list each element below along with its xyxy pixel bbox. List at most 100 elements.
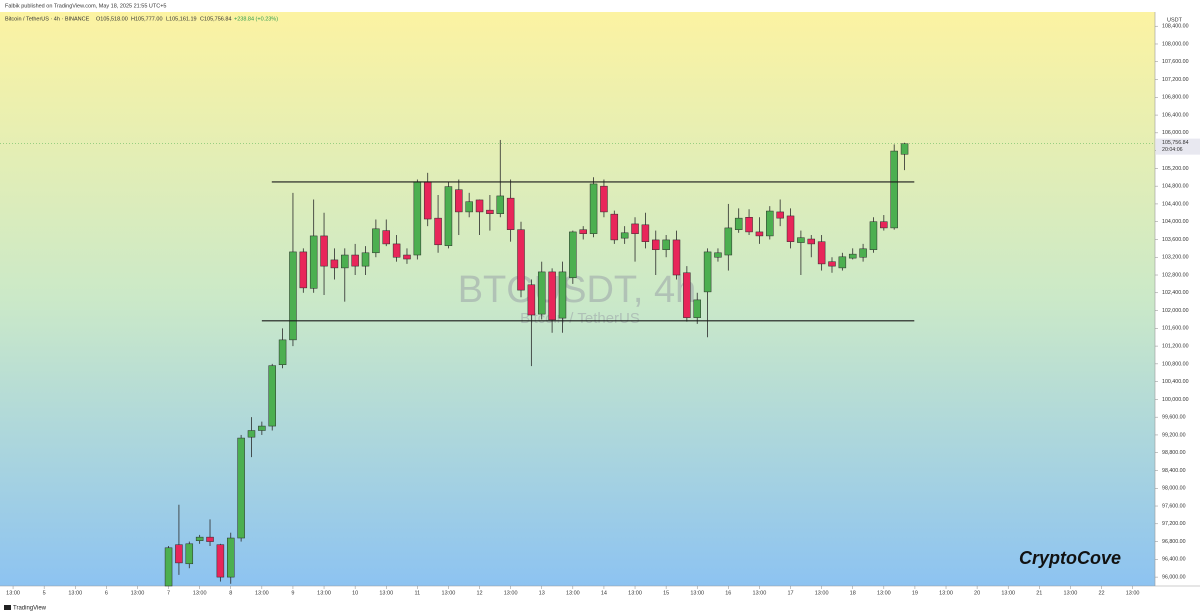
countdown: 20:04:06 <box>1162 147 1183 153</box>
x-tick-label: 13:00 <box>193 590 207 596</box>
x-tick-label: 12 <box>476 590 482 596</box>
candle-body <box>341 254 349 269</box>
y-tick-label: 102,800.00 <box>1162 272 1189 278</box>
y-tick-label: 103,200.00 <box>1162 255 1189 261</box>
x-tick-label: 22 <box>1098 590 1104 596</box>
x-tick-label: 13:00 <box>1001 590 1015 596</box>
x-tick-label: 13:00 <box>68 590 82 596</box>
candle-body <box>309 235 318 289</box>
logo-icon <box>4 605 11 610</box>
x-tick-label: 13:00 <box>317 590 331 596</box>
candle-body <box>838 256 847 269</box>
candle-body <box>258 425 266 431</box>
x-tick-label: 11 <box>414 590 420 596</box>
x-tick-label: 21 <box>1036 590 1042 596</box>
candle-body <box>776 211 784 219</box>
candle-body <box>195 536 204 541</box>
y-tick-label: 99,600.00 <box>1162 415 1186 421</box>
candle-body <box>403 254 411 260</box>
candle-body <box>330 259 339 269</box>
watermark-symbol: BTCUSDT, 4h <box>458 269 697 311</box>
x-tick-label: 15 <box>663 590 669 596</box>
candle-body <box>237 437 245 539</box>
candle-body <box>786 215 795 242</box>
x-tick-label: 14 <box>601 590 607 596</box>
candle-body <box>289 251 297 341</box>
candle-body <box>517 229 525 291</box>
x-tick-label: 13:00 <box>131 590 145 596</box>
low: L105,161.19 <box>166 16 197 22</box>
open: O105,518.00 <box>96 16 128 22</box>
x-tick-label: 7 <box>167 590 170 596</box>
symbol: Bitcoin / TetherUS · 4h · BINANCE <box>5 16 90 22</box>
y-tick-label: 98,400.00 <box>1162 468 1186 474</box>
candle-body <box>631 223 639 234</box>
x-tick-label: 13:00 <box>690 590 704 596</box>
candle-body <box>828 261 836 267</box>
candle-body <box>268 365 276 427</box>
x-tick-label: 13:00 <box>6 590 20 596</box>
y-tick-label: 106,000.00 <box>1162 130 1189 136</box>
candle-body <box>227 537 235 578</box>
candle-body <box>527 284 536 316</box>
candle-body <box>869 221 878 250</box>
candle-body <box>247 430 256 438</box>
price-axis <box>1155 12 1200 586</box>
x-tick-label: 13:00 <box>566 590 580 596</box>
candle-body <box>662 239 670 250</box>
close: C105,756.84 <box>200 16 232 22</box>
y-tick-label: 96,800.00 <box>1162 539 1186 545</box>
x-tick-label: 10 <box>352 590 358 596</box>
x-tick-label: 13:00 <box>1126 590 1140 596</box>
y-tick-label: 98,000.00 <box>1162 486 1186 492</box>
y-tick-label: 99,200.00 <box>1162 432 1186 438</box>
y-tick-label: 107,200.00 <box>1162 77 1189 83</box>
x-tick-label: 13:00 <box>379 590 393 596</box>
candle-body <box>455 189 463 213</box>
y-tick-label: 105,200.00 <box>1162 166 1189 172</box>
x-tick-label: 20 <box>974 590 980 596</box>
x-tick-label: 16 <box>725 590 731 596</box>
y-tick-label: 102,000.00 <box>1162 308 1189 314</box>
high: H105,777.00 <box>131 16 163 22</box>
candle-body <box>579 229 587 234</box>
y-tick-label: 100,800.00 <box>1162 361 1189 367</box>
candle-body <box>880 221 888 229</box>
candle-body <box>434 217 442 246</box>
candle-body <box>372 228 380 254</box>
candle-body <box>766 210 774 237</box>
candle-body <box>610 213 619 241</box>
last-price-label: 105,756.84 <box>1162 140 1189 146</box>
x-tick-label: 13:00 <box>442 590 456 596</box>
currency: USDT <box>1167 17 1183 23</box>
candle-body <box>589 183 598 234</box>
candle-body <box>734 217 743 230</box>
candle-body <box>382 230 390 245</box>
ohlc-legend: Bitcoin / TetherUS · 4h · BINANCE O105,5… <box>5 16 278 22</box>
y-tick-label: 106,400.00 <box>1162 112 1189 118</box>
candle-body <box>423 181 432 220</box>
candle-body <box>807 238 816 245</box>
candle-body <box>672 239 681 276</box>
x-tick-label: 18 <box>850 590 856 596</box>
candle-body <box>890 150 898 229</box>
change: +238.84 (+0.23%) <box>234 16 278 22</box>
candle-body <box>299 251 308 289</box>
candle-body <box>797 237 805 243</box>
candle-body <box>278 339 287 366</box>
candle-body <box>506 197 515 230</box>
y-tick-label: 104,000.00 <box>1162 219 1189 225</box>
candle-body <box>475 199 484 213</box>
candle-body <box>361 252 370 267</box>
y-tick-label: 100,400.00 <box>1162 379 1189 385</box>
y-tick-label: 106,800.00 <box>1162 95 1189 101</box>
y-tick-label: 96,000.00 <box>1162 575 1186 581</box>
x-tick-label: 17 <box>787 590 793 596</box>
candle-body <box>683 272 691 318</box>
branding: CryptoCove <box>1019 548 1121 568</box>
x-tick-label: 9 <box>291 590 294 596</box>
x-tick-label: 13:00 <box>255 590 269 596</box>
candle-body <box>444 186 453 246</box>
publisher: Falbik published on TradingView.com, May… <box>5 3 166 9</box>
